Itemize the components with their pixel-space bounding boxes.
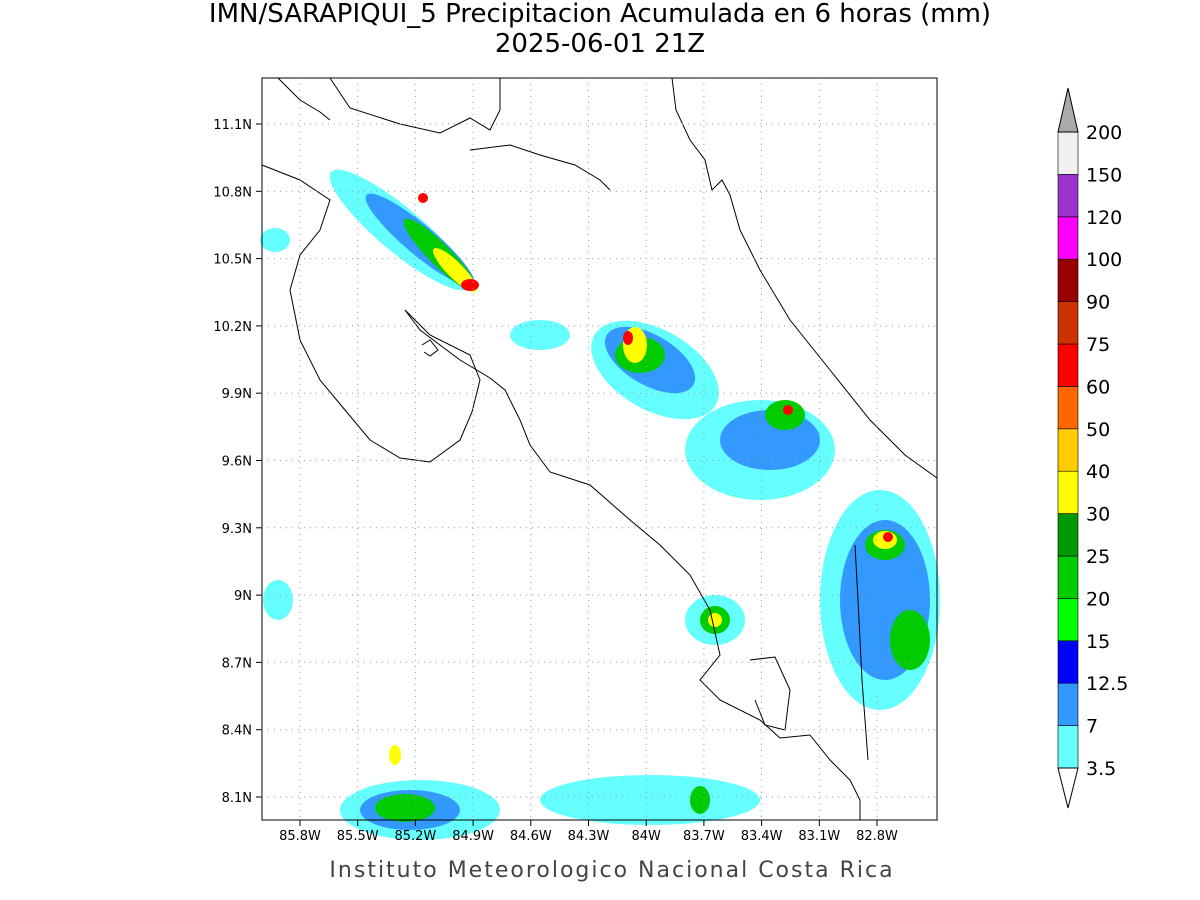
colorbar-swatch xyxy=(1057,386,1079,430)
lat-label: 10.5N xyxy=(213,253,252,268)
colorbar-label: 100 xyxy=(1086,249,1122,271)
lon-label: 84W xyxy=(631,829,661,844)
colorbar-swatch xyxy=(1057,682,1079,726)
colorbar-label: 25 xyxy=(1086,546,1110,568)
lat-label: 9.9N xyxy=(222,387,252,402)
colorbar-label: 12.5 xyxy=(1086,673,1128,695)
colorbar-label: 40 xyxy=(1086,461,1110,483)
coastlines xyxy=(261,77,938,820)
colorbar-swatch xyxy=(1057,174,1079,218)
colorbar-label: 7 xyxy=(1086,716,1098,738)
lat-label: 10.2N xyxy=(213,320,252,335)
lon-label: 83.1W xyxy=(798,829,840,844)
lat-label: 9.3N xyxy=(222,522,252,537)
colorbar-swatch xyxy=(1057,725,1079,769)
colorbar-swatch xyxy=(1057,470,1079,514)
map-frame xyxy=(261,77,938,821)
lat-label: 8.4N xyxy=(222,724,252,739)
colorbar-label: 15 xyxy=(1086,631,1110,653)
lon-label: 85.2W xyxy=(394,829,436,844)
colorbar-label: 90 xyxy=(1086,292,1110,314)
lat-label: 10.8N xyxy=(213,185,252,200)
lat-label: 9.6N xyxy=(222,455,252,470)
lon-label: 84.6W xyxy=(510,829,552,844)
lat-label: 8.7N xyxy=(222,656,252,671)
colorbar-label: 20 xyxy=(1086,588,1110,610)
colorbar-label: 150 xyxy=(1086,164,1122,186)
lon-label: 85.8W xyxy=(279,829,321,844)
precip-field xyxy=(260,169,940,840)
lon-label: 82.8W xyxy=(856,829,898,844)
colorbar-swatch xyxy=(1057,428,1079,472)
colorbar-swatch xyxy=(1057,216,1079,260)
colorbar-swatch xyxy=(1057,258,1079,302)
lon-label: 83.7W xyxy=(683,829,725,844)
colorbar-swatch xyxy=(1057,555,1079,599)
lat-label: 8.1N xyxy=(222,791,252,806)
colorbar-label: 120 xyxy=(1086,207,1122,229)
lon-label: 84.9W xyxy=(452,829,494,844)
subtitle: 2025-06-01 21Z xyxy=(495,29,705,59)
lon-label: 83.4W xyxy=(741,829,783,844)
colorbar-above xyxy=(1057,87,1079,133)
colorbar-label: 75 xyxy=(1086,334,1110,356)
colorbar-label: 200 xyxy=(1086,122,1122,144)
colorbar-label: 50 xyxy=(1086,419,1110,441)
colorbar-swatch xyxy=(1057,640,1079,684)
colorbar-swatch xyxy=(1057,131,1079,175)
title: IMN/SARAPIQUI_5 Precipitacion Acumulada … xyxy=(209,0,991,29)
colorbar-label: 60 xyxy=(1086,376,1110,398)
lat-label: 9N xyxy=(234,589,252,604)
footer: Instituto Meteorologico Nacional Costa R… xyxy=(329,858,894,883)
lat-label: 11.1N xyxy=(213,118,252,133)
colorbar-swatch xyxy=(1057,301,1079,345)
colorbar-swatch xyxy=(1057,343,1079,387)
lon-label: 85.5W xyxy=(337,829,379,844)
colorbar-label: 3.5 xyxy=(1086,758,1116,780)
colorbar-below xyxy=(1057,767,1079,809)
colorbar-label: 30 xyxy=(1086,504,1110,526)
lon-label: 84.3W xyxy=(568,829,610,844)
colorbar-swatch xyxy=(1057,598,1079,642)
colorbar-swatch xyxy=(1057,513,1079,557)
